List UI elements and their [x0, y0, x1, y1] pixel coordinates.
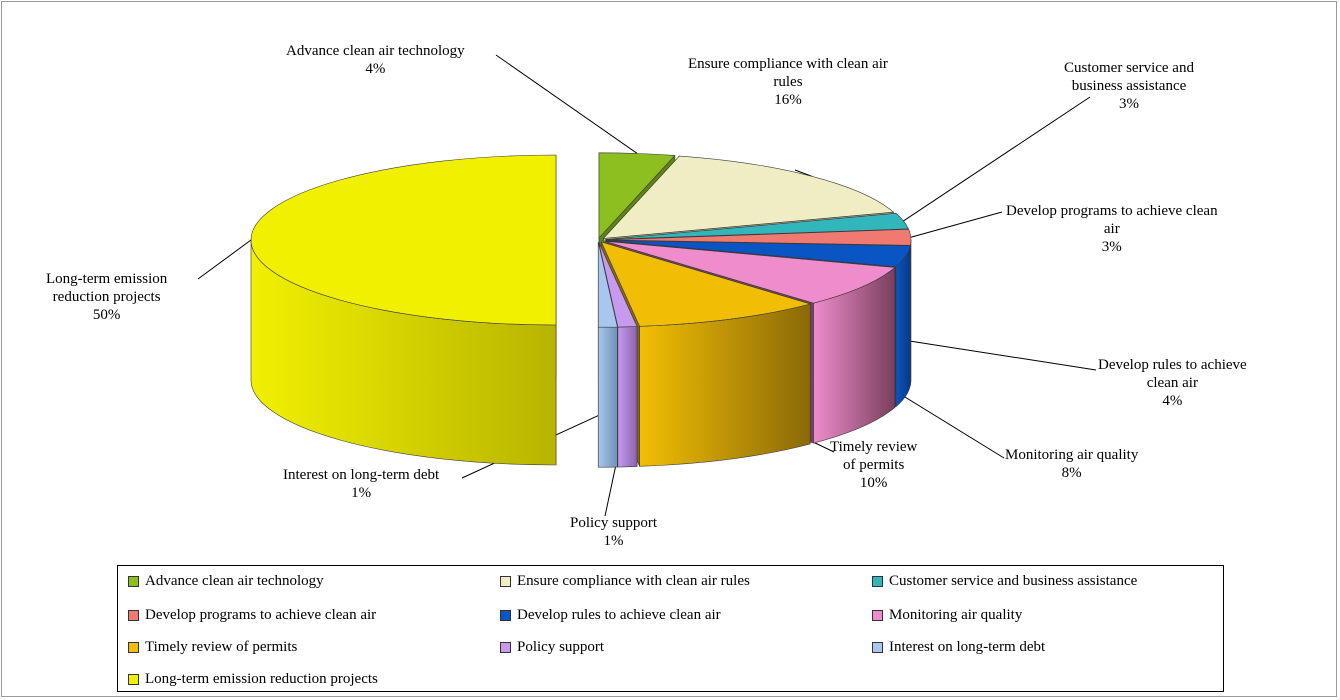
label-compliance: Ensure compliance with clean air rules 1… [688, 55, 888, 109]
legend-item-rules: Develop rules to achieve clean air [500, 606, 721, 624]
legend-label-interest: Interest on long-term debt [889, 639, 1046, 655]
legend-item-compliance: Ensure compliance with clean air rules [500, 572, 750, 590]
label-longterm-pct: 50% [92, 307, 121, 323]
label-longterm-name-0: Long-term emission [46, 271, 168, 287]
label-compliance-pct: 16% [774, 92, 802, 108]
label-customer-pct: 3% [1118, 96, 1139, 112]
legend-item-programs: Develop programs to achieve clean air [128, 606, 376, 624]
label-interest-name-0: Interest on long-term debt [283, 467, 440, 483]
legend-swatch-rules [500, 609, 511, 621]
legend-item-customer: Customer service and business assistance [872, 572, 1137, 590]
leader-programs [910, 211, 1003, 238]
label-permits-name-0: Timely review [830, 439, 918, 455]
leader-customer [903, 96, 1091, 222]
label-rules: Develop rules to achieve clean air 4% [1098, 356, 1247, 410]
legend-item-interest: Interest on long-term debt [872, 638, 1045, 656]
legend-item-monitoring: Monitoring air quality [872, 606, 1022, 624]
label-programs: Develop programs to achieve clean air 3% [1006, 202, 1218, 256]
legend-swatch-longterm [128, 673, 139, 685]
label-interest-pct: 1% [351, 485, 372, 501]
slice-side-rules-0 [895, 245, 911, 408]
legend-item-advance: Advance clean air technology [128, 572, 324, 590]
legend-label-rules: Develop rules to achieve clean air [517, 607, 721, 623]
legend-swatch-compliance [500, 575, 511, 587]
slice-side-policy-0 [617, 326, 638, 468]
legend-item-policy: Policy support [500, 638, 604, 656]
leader-longterm [197, 239, 252, 280]
label-advance-name-0: Advance clean air technology [286, 43, 465, 59]
label-compliance-name-0: Ensure compliance with clean air [688, 56, 888, 72]
legend-label-programs: Develop programs to achieve clean air [145, 607, 377, 623]
pie-slices [250, 152, 912, 468]
label-rules-name-1: clean air [1146, 375, 1198, 391]
legend-swatch-interest [872, 641, 883, 653]
slice-top-advance [598, 152, 676, 239]
legend-label-policy: Policy support [517, 639, 605, 655]
label-monitoring: Monitoring air quality 8% [1005, 446, 1138, 482]
label-programs-pct: 3% [1101, 239, 1122, 255]
slice-top-interest [597, 242, 618, 328]
slice-top-policy [598, 242, 638, 328]
slice-top-rules [605, 240, 911, 267]
legend-label-compliance: Ensure compliance with clean air rules [517, 573, 750, 589]
slice-side-interest-0 [597, 326, 618, 468]
label-longterm-name-1: reduction projects [52, 289, 161, 305]
label-policy: Policy support 1% [570, 514, 657, 550]
label-advance: Advance clean air technology 4% [286, 42, 465, 78]
label-longterm: Long-term emission reduction projects 50… [46, 270, 167, 324]
label-customer-name-0: Customer service and [1064, 60, 1194, 76]
legend-swatch-permits [128, 641, 139, 653]
label-policy-pct: 1% [603, 533, 624, 549]
slice-top-longterm [250, 154, 557, 326]
label-rules-name-0: Develop rules to achieve [1098, 357, 1247, 373]
legend-item-longterm: Long-term emission reduction projects [128, 670, 378, 688]
legend-swatch-policy [500, 641, 511, 653]
slice-top-monitoring [604, 240, 896, 304]
label-advance-pct: 4% [365, 61, 386, 77]
legend-label-permits: Timely review of permits [145, 639, 298, 655]
slice-top-programs [605, 228, 912, 246]
legend-swatch-advance [128, 575, 139, 587]
legend: Advance clean air technology Ensure comp… [117, 565, 1224, 692]
label-permits-pct: 10% [859, 475, 888, 491]
label-monitoring-name-0: Monitoring air quality [1005, 447, 1139, 463]
slice-top-permits [600, 241, 812, 327]
label-programs-name-0: Develop programs to achieve clean [1006, 203, 1218, 219]
legend-item-permits: Timely review of permits [128, 638, 297, 656]
label-monitoring-pct: 8% [1061, 465, 1082, 481]
legend-swatch-programs [128, 609, 139, 621]
label-permits-name-1: of permits [843, 457, 905, 473]
legend-label-longterm: Long-term emission reduction projects [145, 671, 378, 687]
label-policy-name-0: Policy support [570, 515, 658, 531]
label-permits: Timely review of permits 10% [830, 438, 917, 492]
leader-advance [495, 54, 638, 154]
slice-top-customer [605, 212, 909, 240]
slice-side-permits-0 [639, 303, 811, 467]
slice-top-compliance [602, 155, 895, 239]
legend-swatch-customer [872, 575, 883, 587]
slice-interest [597, 242, 618, 468]
label-interest: Interest on long-term debt 1% [283, 466, 439, 502]
label-rules-pct: 4% [1162, 393, 1183, 409]
legend-swatch-monitoring [872, 609, 883, 621]
legend-label-customer: Customer service and business assistance [889, 573, 1138, 589]
leader-rules [905, 339, 1097, 371]
label-customer-name-1: business assistance [1071, 78, 1187, 94]
label-compliance-name-1: rules [773, 74, 803, 90]
slice-longterm [250, 154, 557, 466]
legend-label-monitoring: Monitoring air quality [889, 607, 1023, 623]
label-programs-name-1: air [1103, 221, 1120, 237]
legend-label-advance: Advance clean air technology [145, 573, 324, 589]
leader-compliance [794, 169, 813, 177]
label-customer: Customer service and business assistance… [1064, 59, 1194, 113]
